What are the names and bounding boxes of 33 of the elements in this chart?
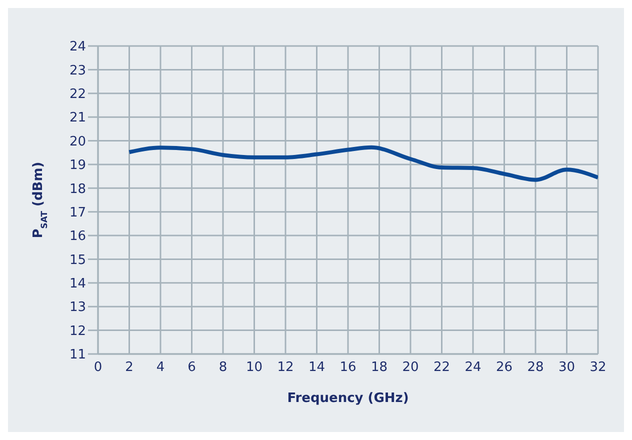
x-axis-title: Frequency (GHz) (287, 391, 409, 406)
x-tick-label: 10 (246, 360, 263, 376)
y-tick-label: 11 (69, 348, 86, 363)
y-tick-label: 16 (69, 229, 86, 244)
y-tick-label: 15 (69, 252, 86, 268)
x-tick-label: 0 (94, 360, 102, 376)
x-tick-label: 26 (496, 360, 513, 376)
y-tick-label: 12 (69, 324, 86, 339)
y-tick-label: 23 (69, 63, 86, 78)
x-tick-label: 14 (308, 360, 326, 376)
y-tick-label: 13 (69, 300, 86, 316)
y-tick-label: 17 (69, 205, 86, 220)
x-tick-label: 16 (340, 360, 356, 376)
x-tick-label: 6 (188, 360, 196, 376)
x-tick-label: 8 (218, 360, 228, 376)
y-tick-label: 24 (69, 40, 86, 55)
x-tick-label: 28 (527, 360, 544, 376)
x-tick-label: 30 (558, 360, 576, 376)
x-tick-label: 22 (433, 360, 450, 376)
y-tick-label: 22 (69, 87, 86, 102)
y-tick-label: 20 (69, 134, 86, 150)
x-tick-label: 12 (277, 360, 294, 376)
x-tick-label: 20 (402, 360, 419, 376)
y-tick-label: 14 (69, 276, 86, 292)
y-tick-label: 19 (69, 158, 86, 174)
x-tick-label: 4 (156, 360, 165, 376)
x-tick-label: 32 (590, 360, 606, 376)
y-tick-label: 18 (69, 182, 86, 197)
x-tick-label: 24 (464, 360, 482, 376)
line-series (127, 145, 598, 182)
x-tick-label: 2 (125, 360, 134, 376)
y-tick-label: 21 (69, 110, 86, 126)
x-tick-label: 18 (370, 360, 388, 376)
